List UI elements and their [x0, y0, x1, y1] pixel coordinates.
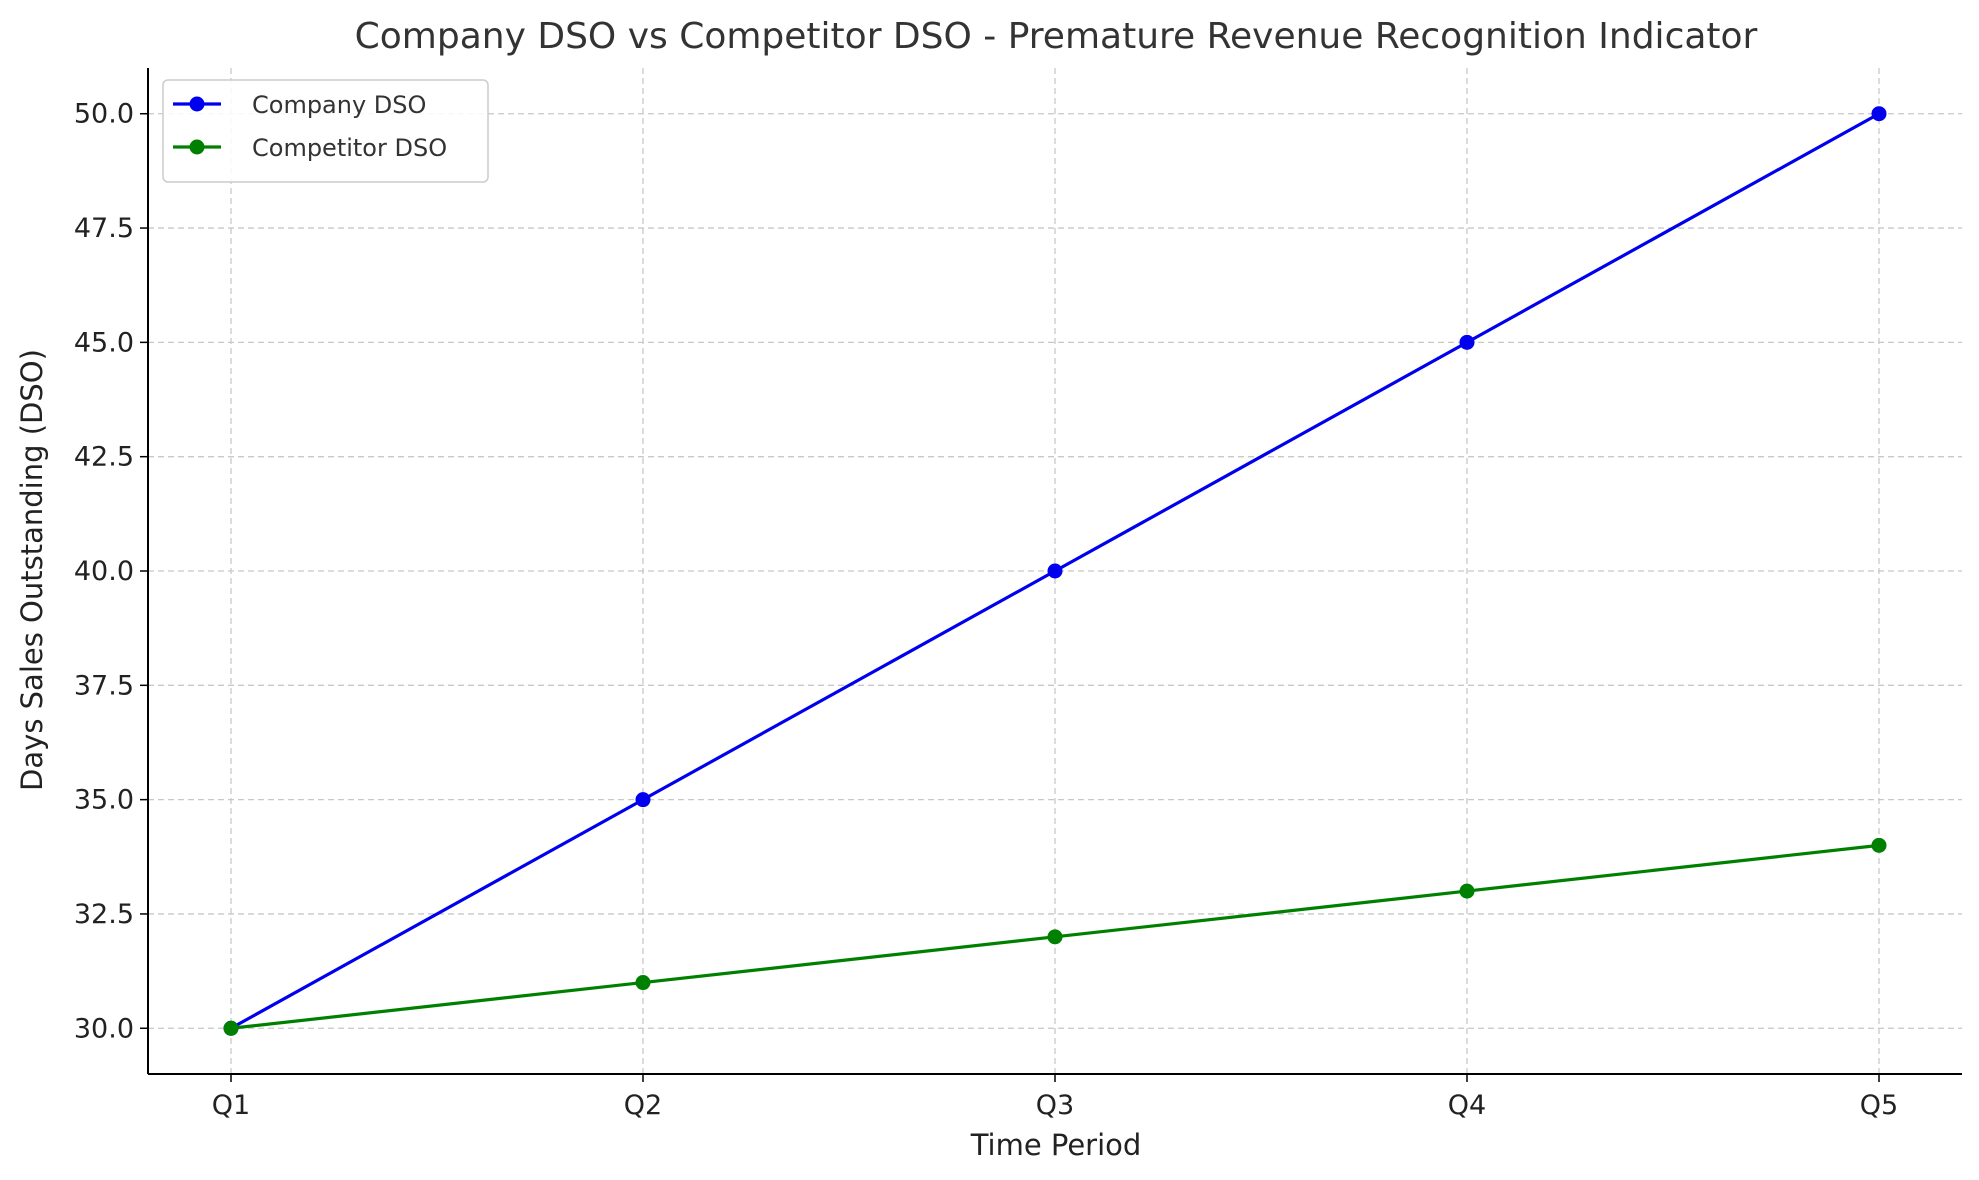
data-point — [1459, 883, 1475, 899]
x-tick-label: Q5 — [1860, 1090, 1898, 1121]
legend: Company DSO Competitor DSO — [162, 79, 489, 183]
tick-labels: Q1 Q2 Q3 Q4 Q5 30.0 32.5 35.0 37.5 40.0 42.5 45.0 47… — [74, 99, 1898, 1121]
y-tick-label: 37.5 — [74, 670, 134, 701]
data-point — [1871, 106, 1887, 122]
data-point — [1047, 563, 1063, 579]
y-tick-label: 50.0 — [74, 99, 134, 130]
grid — [148, 68, 1962, 1074]
data-point — [635, 975, 651, 991]
y-tick-label: 32.5 — [74, 899, 134, 930]
x-tick-label: Q3 — [1036, 1090, 1074, 1121]
x-tick-label: Q2 — [624, 1090, 662, 1121]
x-tick-label: Q1 — [212, 1090, 250, 1121]
data-point — [1871, 837, 1887, 853]
data-point — [223, 1020, 239, 1036]
data-point — [1047, 929, 1063, 945]
legend-entry: Company DSO — [173, 91, 426, 119]
chart-title: Company DSO vs Competitor DSO - Prematur… — [355, 16, 1758, 57]
legend-entry: Competitor DSO — [173, 134, 447, 162]
x-tick-label: Q4 — [1448, 1090, 1486, 1121]
legend-swatch-marker — [189, 96, 205, 112]
series-2 — [223, 837, 1887, 1036]
y-axis-label: Days Sales Outstanding (DSO) — [15, 349, 49, 791]
y-tick-label: 42.5 — [74, 442, 134, 473]
y-tick-label: 45.0 — [74, 327, 134, 358]
y-tick-label: 35.0 — [74, 785, 134, 816]
series-layer — [223, 106, 1887, 1036]
data-point — [1459, 334, 1475, 350]
y-tick-label: 40.0 — [74, 556, 134, 587]
y-tick-label: 30.0 — [74, 1013, 134, 1044]
x-axis-label: Time Period — [970, 1128, 1142, 1162]
legend-swatch-marker — [189, 139, 205, 155]
y-tick-label: 47.5 — [74, 213, 134, 244]
legend-label: Company DSO — [252, 91, 426, 119]
axes — [140, 68, 1962, 1082]
legend-label: Competitor DSO — [252, 134, 447, 162]
data-point — [635, 792, 651, 808]
legend-box — [162, 79, 489, 183]
